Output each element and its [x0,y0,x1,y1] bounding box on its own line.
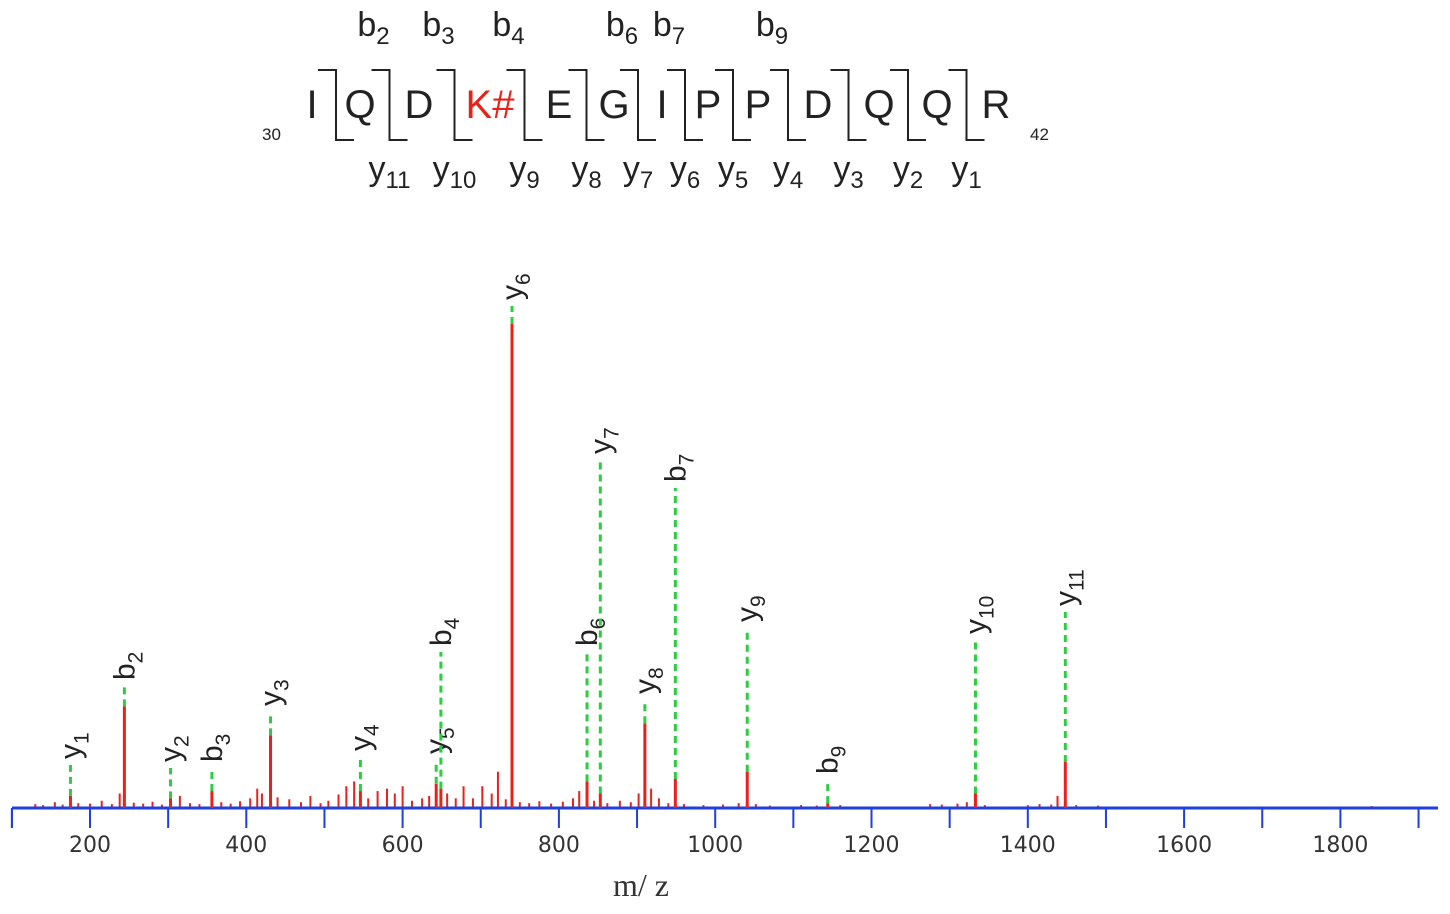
sequence-y7-label: y7 [623,150,653,194]
residue-1: I [306,83,317,127]
residue-4: K# [466,83,516,127]
sequence-y9-label: y9 [509,150,539,194]
cleavage-bracket-7 [667,69,703,141]
peak-label-y9: y9 [731,595,770,622]
sequence-start-position: 30 [262,125,281,144]
residue-5: E [546,83,573,127]
sequence-end-position: 42 [1030,125,1049,144]
sequence-y5-label: y5 [718,150,748,194]
peak-label-y4: y4 [344,724,383,751]
x-tick-label-800: 800 [538,833,580,858]
x-tick-label-1600: 1600 [1156,833,1212,858]
residue-2: Q [344,83,375,127]
cleavage-bracket-1 [318,69,354,141]
cleavage-bracket-5 [568,69,605,141]
cleavage-bracket-2 [371,69,408,141]
residue-3: D [405,83,434,127]
residue-11: Q [863,83,894,127]
annotated-peak-y7: y7 [584,427,623,808]
annotated-peak-b2: b2 [108,652,147,808]
peak-label-y6: y6 [496,273,535,300]
cleavage-bracket-6 [620,69,656,141]
sequence-y4-label: y4 [773,150,803,194]
sequence-y3-label: y3 [833,150,863,194]
peak-label-b4: b4 [425,617,464,646]
annotated-peak-y1: y1 [54,732,93,808]
annotated-peak-b6: b6 [571,618,610,808]
spectrum-plot: 200 400 600 800 1000 1200 1400 1600 1800 y1 b2 y2b3… [10,273,1438,858]
cleavage-bracket-3 [436,69,473,141]
peak-label-b6: b6 [571,618,610,646]
x-tick-label-1800: 1800 [1312,833,1368,858]
peak-label-y8: y8 [629,667,668,694]
annotated-peak-y4: y4 [344,724,383,808]
sequence-y11-label: y11 [369,150,411,194]
residue-12: Q [921,83,952,127]
sequence-y1-label: y1 [951,150,981,194]
residue-6: G [598,83,629,127]
sequence-b4-label: b4 [492,6,524,50]
sequence-b2-label: b2 [357,6,389,50]
x-tick-label-1000: 1000 [687,833,743,858]
annotated-peak-y3: y3 [255,679,294,808]
cleavage-bracket-10 [830,69,867,141]
cleavage-bracket-12 [948,69,985,141]
peak-label-y10: y10 [959,596,998,634]
annotated-peak-y5: y5 [420,727,459,808]
peak-label-b3: b3 [196,734,235,762]
cleavage-bracket-8 [715,69,751,141]
x-tick-label-1400: 1400 [1000,833,1056,858]
peak-label-y3: y3 [255,679,294,706]
residue-10: D [804,83,833,127]
peak-label-y7: y7 [584,427,623,454]
x-tick-label-600: 600 [382,833,424,858]
sequence-b9-label: b9 [756,6,788,50]
sequence-y6-label: y6 [670,150,700,194]
annotated-peak-b3: b3 [196,734,235,808]
peak-label-y5: y5 [420,727,459,754]
annotated-peak-y2: y2 [154,735,193,808]
sequence-b6-label: b6 [606,6,638,50]
annotated-peak-b7: b7 [659,454,698,808]
peak-label-y2: y2 [154,735,193,762]
annotated-peak-y9: y9 [731,595,770,808]
annotated-peak-y10: y10 [959,596,998,808]
annotated-peak-y8: y8 [629,667,668,808]
annotated-peak-b4: b4 [425,617,464,808]
annotated-peak-b9: b9 [812,746,851,808]
peak-label-b9: b9 [812,746,851,774]
sequence-b3-label: b3 [422,6,454,50]
residue-9: P [745,83,772,127]
peak-label-y1: y1 [54,732,93,759]
x-tick-label-400: 400 [225,833,267,858]
cleavage-bracket-11 [890,69,926,141]
annotated-peak-y11: y11 [1049,569,1088,808]
cleavage-bracket-4 [506,69,543,141]
peak-label-b2: b2 [108,652,147,680]
sequence-y2-label: y2 [893,150,923,194]
x-tick-label-1200: 1200 [844,833,900,858]
residue-13: R [982,83,1011,127]
sequence-y8-label: y8 [571,150,601,194]
residue-8: P [695,83,722,127]
peak-label-y11: y11 [1049,569,1088,606]
cleavage-bracket-9 [770,69,806,141]
x-axis-title: m/ z [613,867,669,903]
peak-label-b7: b7 [659,454,698,482]
residue-7: I [656,83,667,127]
x-tick-label-200: 200 [69,833,111,858]
sequence-b7-label: b7 [653,6,685,50]
annotated-peak-y6: y6 [496,273,535,808]
sequence-y10-label: y10 [433,150,477,194]
